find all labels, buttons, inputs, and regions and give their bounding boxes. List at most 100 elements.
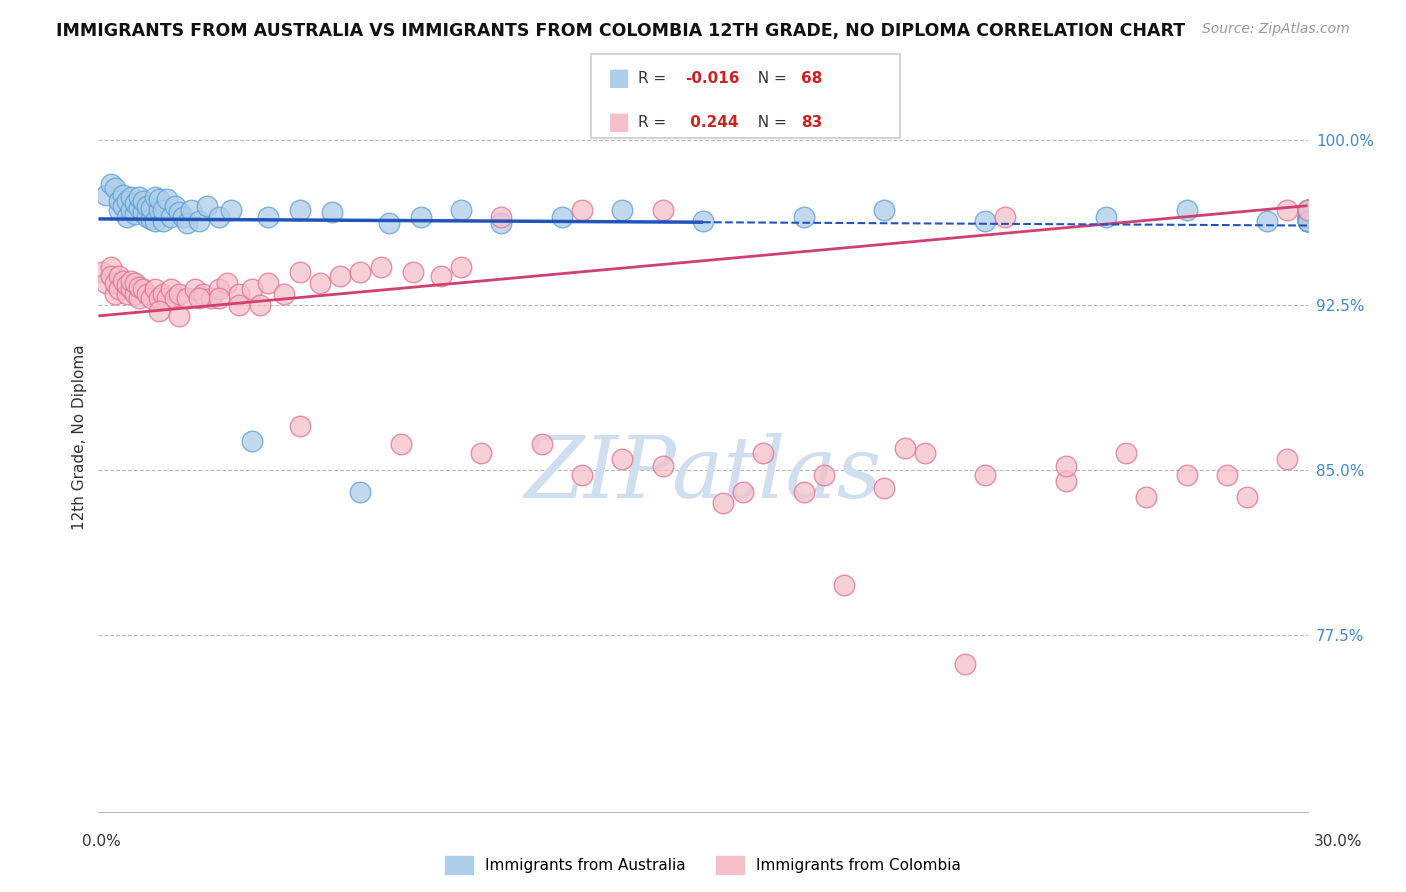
Point xyxy=(152,214,174,228)
Point xyxy=(96,187,118,202)
Point xyxy=(120,282,142,296)
Point xyxy=(208,291,231,305)
Point xyxy=(711,496,734,510)
Point xyxy=(1296,210,1319,224)
Point xyxy=(103,181,125,195)
Point xyxy=(651,203,673,218)
Point xyxy=(571,467,593,482)
Point xyxy=(612,452,634,467)
Point xyxy=(221,203,243,218)
Point xyxy=(752,445,775,459)
Point xyxy=(193,286,215,301)
Y-axis label: 12th Grade, No Diploma: 12th Grade, No Diploma xyxy=(72,344,87,530)
Point xyxy=(163,199,186,213)
Point xyxy=(115,286,138,301)
Point xyxy=(103,286,125,301)
Point xyxy=(160,210,183,224)
Point xyxy=(156,192,179,206)
Point xyxy=(176,216,198,230)
Point xyxy=(139,291,162,305)
Point xyxy=(370,260,392,275)
Point xyxy=(571,203,593,218)
Point xyxy=(1135,490,1157,504)
Point xyxy=(402,265,425,279)
Point xyxy=(217,276,239,290)
Point xyxy=(994,210,1017,224)
Point xyxy=(135,199,157,213)
Point xyxy=(1296,203,1319,218)
Point xyxy=(491,216,513,230)
Text: 83: 83 xyxy=(801,115,823,129)
Point xyxy=(256,276,278,290)
Point xyxy=(249,298,271,312)
Point xyxy=(329,269,352,284)
Point xyxy=(103,276,125,290)
Point xyxy=(377,216,399,230)
Point xyxy=(208,282,231,296)
Point xyxy=(176,291,198,305)
Point xyxy=(195,199,218,213)
Point xyxy=(91,265,114,279)
Point xyxy=(124,207,146,221)
Point xyxy=(893,441,915,455)
Text: -0.016: -0.016 xyxy=(685,71,740,86)
Point xyxy=(551,210,574,224)
Point xyxy=(1277,203,1299,218)
Point xyxy=(1296,214,1319,228)
Point xyxy=(409,210,432,224)
Text: R =: R = xyxy=(638,115,672,129)
Point xyxy=(953,657,976,671)
Point xyxy=(1296,203,1319,218)
Point xyxy=(273,286,295,301)
Legend: Immigrants from Australia, Immigrants from Colombia: Immigrants from Australia, Immigrants fr… xyxy=(439,850,967,880)
Point xyxy=(450,203,472,218)
Point xyxy=(450,260,472,275)
Point xyxy=(793,485,815,500)
Point xyxy=(115,278,138,293)
Point xyxy=(1296,203,1319,218)
Point xyxy=(1095,210,1118,224)
Point xyxy=(813,467,835,482)
Text: 0.0%: 0.0% xyxy=(82,834,121,848)
Point xyxy=(1115,445,1137,459)
Point xyxy=(470,445,492,459)
Point xyxy=(132,282,155,296)
Point xyxy=(152,286,174,301)
Point xyxy=(132,194,155,209)
Point xyxy=(172,210,194,224)
Point xyxy=(184,282,207,296)
Point xyxy=(1296,203,1319,218)
Point xyxy=(651,458,673,473)
Text: N =: N = xyxy=(748,71,792,86)
Point xyxy=(115,210,138,224)
Point xyxy=(152,203,174,218)
Text: 68: 68 xyxy=(801,71,823,86)
Point xyxy=(143,190,166,204)
Point xyxy=(1256,214,1278,228)
Point xyxy=(107,282,129,296)
Point xyxy=(288,265,311,279)
Point xyxy=(530,436,553,450)
Point xyxy=(1296,210,1319,224)
Point xyxy=(139,211,162,226)
Point xyxy=(148,291,170,305)
Point xyxy=(612,203,634,218)
Point xyxy=(491,210,513,224)
Point xyxy=(288,203,311,218)
Text: ■: ■ xyxy=(607,111,630,134)
Point xyxy=(128,190,150,204)
Point xyxy=(321,205,343,219)
Point xyxy=(1296,210,1319,224)
Point xyxy=(124,286,146,301)
Point xyxy=(228,298,250,312)
Point xyxy=(240,434,263,449)
Text: Source: ZipAtlas.com: Source: ZipAtlas.com xyxy=(1202,22,1350,37)
Point xyxy=(1296,210,1319,224)
Point xyxy=(156,291,179,305)
Point xyxy=(200,291,222,305)
Point xyxy=(208,210,231,224)
Point xyxy=(1296,214,1319,228)
Point xyxy=(793,210,815,224)
Point xyxy=(974,214,997,228)
Text: 0.244: 0.244 xyxy=(685,115,738,129)
